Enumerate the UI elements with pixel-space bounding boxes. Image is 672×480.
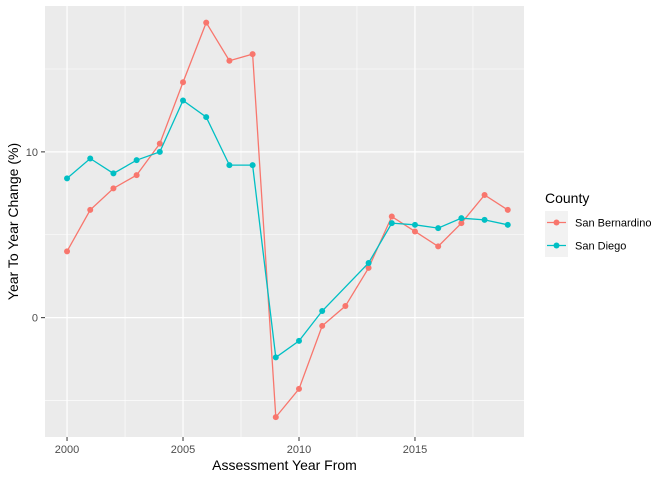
- x-tick-label: 2010: [287, 444, 311, 456]
- data-point-san-bernardino: [180, 79, 187, 86]
- minor-gridlines: [45, 6, 524, 437]
- series-layer: [64, 19, 511, 421]
- data-point-san-diego: [249, 162, 256, 169]
- data-point-san-bernardino: [133, 172, 140, 179]
- data-point-san-bernardino: [226, 57, 233, 64]
- data-point-san-diego: [180, 97, 187, 104]
- data-point-san-diego: [388, 220, 395, 227]
- data-point-san-bernardino: [110, 185, 117, 192]
- x-tick-label: 2005: [171, 444, 195, 456]
- x-axis-title: Assessment Year From: [212, 457, 357, 473]
- series-san-diego: [64, 97, 511, 361]
- data-point-san-diego: [319, 308, 326, 315]
- data-point-san-bernardino: [295, 385, 302, 392]
- data-point-san-diego: [504, 221, 511, 228]
- x-tick-label: 2000: [55, 444, 79, 456]
- data-point-san-bernardino: [249, 51, 256, 58]
- series-line-san-bernardino: [66, 21, 509, 419]
- data-point-san-bernardino: [365, 264, 372, 271]
- data-point-san-bernardino: [504, 206, 511, 213]
- data-point-san-diego: [64, 175, 71, 182]
- data-point-san-diego: [481, 216, 488, 223]
- data-point-san-diego: [203, 114, 210, 121]
- data-point-san-diego: [435, 225, 442, 232]
- data-point-san-diego: [295, 337, 302, 344]
- data-point-san-bernardino: [87, 206, 94, 213]
- y-tick-label: 10: [26, 147, 38, 159]
- legend-label: San Bernardino: [575, 218, 651, 230]
- major-gridlines: [45, 6, 524, 437]
- legend-items: San Bernardino San Diego: [545, 211, 651, 257]
- data-point-san-bernardino: [342, 303, 349, 310]
- data-point-san-bernardino: [272, 414, 279, 421]
- data-point-san-diego: [226, 162, 233, 169]
- x-axis: 2000 2005 2010 2015: [55, 437, 427, 456]
- data-point-san-diego: [87, 155, 94, 162]
- series-san-bernardino: [64, 19, 511, 421]
- data-point-san-diego: [133, 157, 140, 164]
- data-point-san-bernardino: [435, 243, 442, 250]
- data-point-san-bernardino: [319, 322, 326, 329]
- data-point-san-diego: [110, 170, 117, 177]
- y-tick-label: 0: [32, 313, 38, 325]
- data-point-san-bernardino: [388, 213, 395, 220]
- y-axis: 0 10: [26, 147, 45, 325]
- legend-key-point: [553, 242, 560, 249]
- legend-item-san-bernardino: San Bernardino: [545, 211, 651, 234]
- y-axis-title: Year To Year Change (%): [5, 143, 21, 300]
- data-point-san-bernardino: [481, 191, 488, 198]
- legend-item-san-diego: San Diego: [545, 234, 626, 257]
- data-point-san-diego: [156, 148, 163, 155]
- data-point-san-diego: [458, 215, 465, 222]
- x-tick-label: 2015: [403, 444, 427, 456]
- data-point-san-bernardino: [156, 140, 163, 147]
- data-point-san-diego: [272, 354, 279, 361]
- legend: County San Bernardino San Diego: [545, 190, 651, 257]
- data-point-san-bernardino: [411, 228, 418, 235]
- data-point-san-bernardino: [458, 220, 465, 227]
- data-point-san-bernardino: [64, 248, 71, 255]
- legend-key-point: [553, 219, 560, 226]
- legend-label: San Diego: [575, 241, 626, 253]
- data-point-san-bernardino: [203, 19, 210, 26]
- data-point-san-diego: [411, 221, 418, 228]
- legend-title: County: [545, 190, 589, 206]
- data-point-san-diego: [365, 259, 372, 266]
